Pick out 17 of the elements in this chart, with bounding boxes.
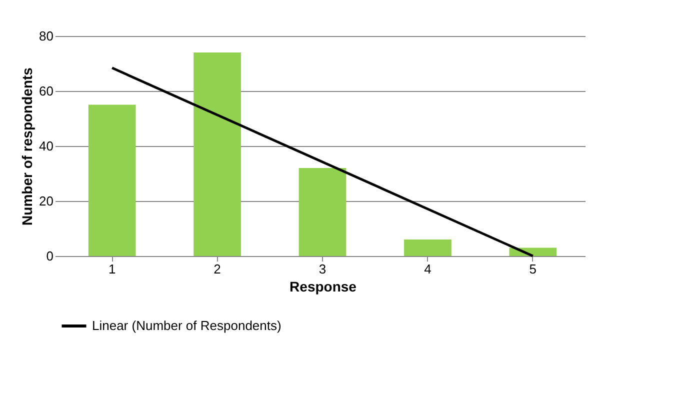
y-axis-title: Number of respondents xyxy=(19,67,36,226)
y-tick-label: 60 xyxy=(39,84,54,98)
x-tick-label: 1 xyxy=(108,262,116,276)
x-tick-label: 3 xyxy=(318,262,326,276)
y-tick-label: 0 xyxy=(46,248,54,264)
bar xyxy=(88,104,136,256)
bar xyxy=(404,240,452,256)
x-axis-title: Response xyxy=(290,278,357,294)
x-tick-label: 2 xyxy=(214,262,221,276)
legend-label: Linear (Number of Respondents) xyxy=(92,318,282,333)
x-tick-label: 4 xyxy=(424,262,432,276)
x-tick-label: 5 xyxy=(529,262,537,276)
y-tick-label: 40 xyxy=(39,138,54,154)
bar xyxy=(298,168,346,256)
y-tick-label: 80 xyxy=(39,28,54,44)
y-tick-label: 20 xyxy=(39,194,54,208)
bar xyxy=(194,52,241,256)
